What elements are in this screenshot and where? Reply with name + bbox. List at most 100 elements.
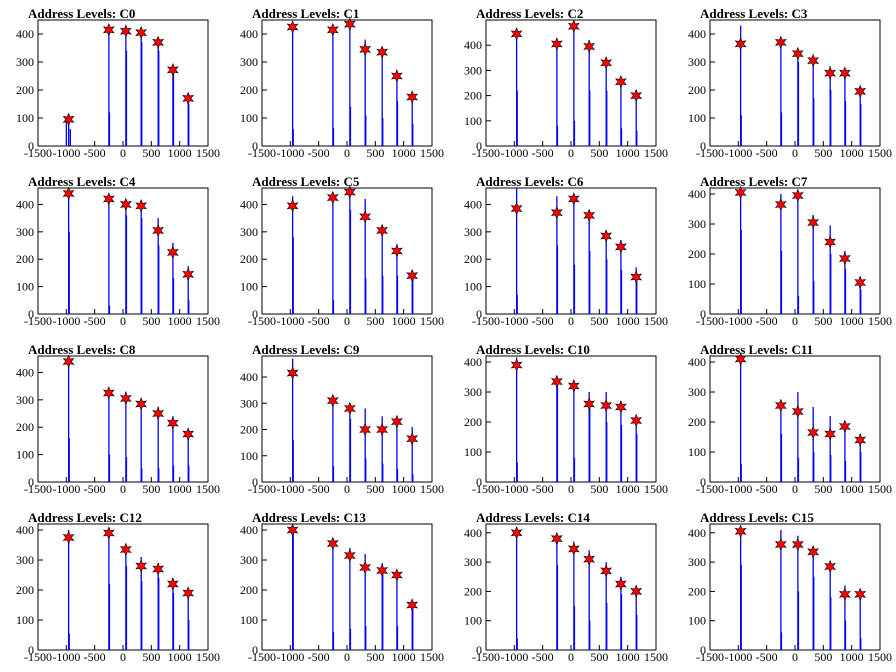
x-tick-label: -1500: [248, 314, 276, 328]
histogram-bar: [188, 104, 190, 146]
x-tick-label: -1500: [24, 650, 52, 664]
peak-marker: [734, 524, 747, 539]
histogram-bar: [780, 434, 783, 482]
peak-marker: [583, 208, 596, 223]
chart-title: Address Levels: C7: [700, 174, 808, 189]
peak-marker: [326, 190, 339, 205]
x-tick-label: 1000: [616, 650, 640, 664]
histogram-bar: [187, 431, 189, 482]
x-tick-label: -500: [532, 482, 554, 496]
x-tick-label: -500: [308, 482, 330, 496]
peak-marker: [359, 42, 372, 57]
histogram-bar: [68, 438, 70, 482]
histogram-bar: [860, 638, 862, 650]
peak-marker: [854, 275, 867, 290]
histogram-bar: [556, 245, 559, 314]
peak-marker: [359, 422, 372, 437]
x-tick-label: 1000: [840, 650, 864, 664]
histogram-bar: [620, 425, 623, 482]
histogram-bar: [68, 358, 70, 482]
histogram-bar: [382, 463, 384, 482]
histogram-bar: [172, 73, 175, 146]
histogram-bar: [125, 457, 128, 482]
y-tick-label: 400: [240, 523, 258, 537]
histogram-bar: [812, 215, 814, 314]
chart-panel-15: Address Levels: C15 0 100 200 300 400 -1500 -10…: [688, 510, 892, 664]
y-tick-label: 100: [240, 280, 258, 294]
histogram-bar: [780, 39, 782, 146]
x-tick-label: 1000: [168, 314, 192, 328]
x-tick-label: 0: [568, 314, 574, 328]
peak-marker: [567, 542, 580, 556]
x-tick-label: -1500: [248, 650, 276, 664]
peak-marker: [406, 598, 419, 612]
histogram-bar: [108, 584, 111, 650]
y-tick-label: 200: [240, 252, 258, 266]
x-tick-label: 500: [366, 314, 384, 328]
y-tick-label: 0: [476, 475, 482, 489]
plot-frame: [709, 355, 881, 483]
histogram-bar: [332, 28, 334, 146]
histogram-bar: [556, 383, 559, 482]
x-tick-label: -1000: [52, 650, 80, 664]
peak-marker: [774, 35, 787, 50]
peak-marker: [343, 401, 356, 416]
chart-title: Address Levels: C5: [252, 174, 360, 189]
chart-title: Address Levels: C3: [700, 6, 808, 21]
y-tick-label: 0: [252, 475, 258, 489]
peak-marker: [807, 545, 820, 559]
peak-marker: [326, 22, 339, 37]
x-tick-label: 1500: [644, 650, 668, 664]
x-tick-label: 1500: [196, 314, 220, 328]
x-tick-label: 0: [792, 482, 798, 496]
peak-marker: [583, 39, 596, 54]
histogram-bar: [830, 90, 832, 146]
peak-marker: [102, 386, 115, 400]
histogram-bar: [292, 129, 294, 146]
peak-marker: [390, 244, 403, 258]
x-tick-label: 500: [814, 482, 832, 496]
peak-marker: [152, 35, 165, 50]
histogram-bar: [813, 281, 815, 314]
y-tick-label: 400: [240, 370, 258, 384]
y-tick-label: 300: [688, 55, 706, 69]
x-tick-label: 1500: [420, 482, 444, 496]
x-tick-label: -1000: [500, 482, 528, 496]
y-tick-label: 100: [464, 614, 482, 628]
x-tick-label: -1000: [276, 650, 304, 664]
y-tick-label: 100: [688, 614, 706, 628]
peak-marker: [182, 427, 195, 441]
histogram-bar: [812, 407, 814, 482]
y-tick-label: 200: [688, 415, 706, 429]
peak-marker: [286, 523, 299, 537]
x-tick-label: 0: [120, 314, 126, 328]
peak-marker: [166, 63, 179, 77]
histogram-bar: [573, 458, 576, 482]
peak-marker: [119, 542, 132, 557]
y-tick-label: 200: [240, 583, 258, 597]
histogram-bar: [797, 591, 800, 650]
histogram-bar: [125, 215, 128, 314]
chart-title: Address Levels: C6: [476, 174, 584, 189]
x-tick-label: 1000: [392, 650, 416, 664]
peak-marker: [119, 197, 132, 212]
y-tick-label: 400: [464, 355, 482, 369]
peak-marker: [182, 267, 195, 282]
y-tick-label: 300: [240, 553, 258, 567]
histogram-bar: [573, 193, 575, 314]
histogram-bar: [573, 25, 575, 146]
histogram-bar: [396, 101, 399, 146]
x-tick-label: -1500: [696, 650, 724, 664]
peak-marker: [166, 416, 179, 430]
y-tick-label: 0: [700, 643, 706, 657]
peak-marker: [135, 397, 148, 411]
peak-marker: [734, 352, 747, 366]
histogram-bar: [516, 90, 518, 146]
y-tick-label: 300: [16, 393, 34, 407]
x-tick-label: 1000: [392, 314, 416, 328]
histogram-bar: [516, 526, 518, 650]
histogram-bar: [813, 98, 815, 146]
plot-frame: [485, 19, 657, 147]
histogram-bar: [292, 25, 294, 147]
plot-frame: [709, 19, 881, 147]
